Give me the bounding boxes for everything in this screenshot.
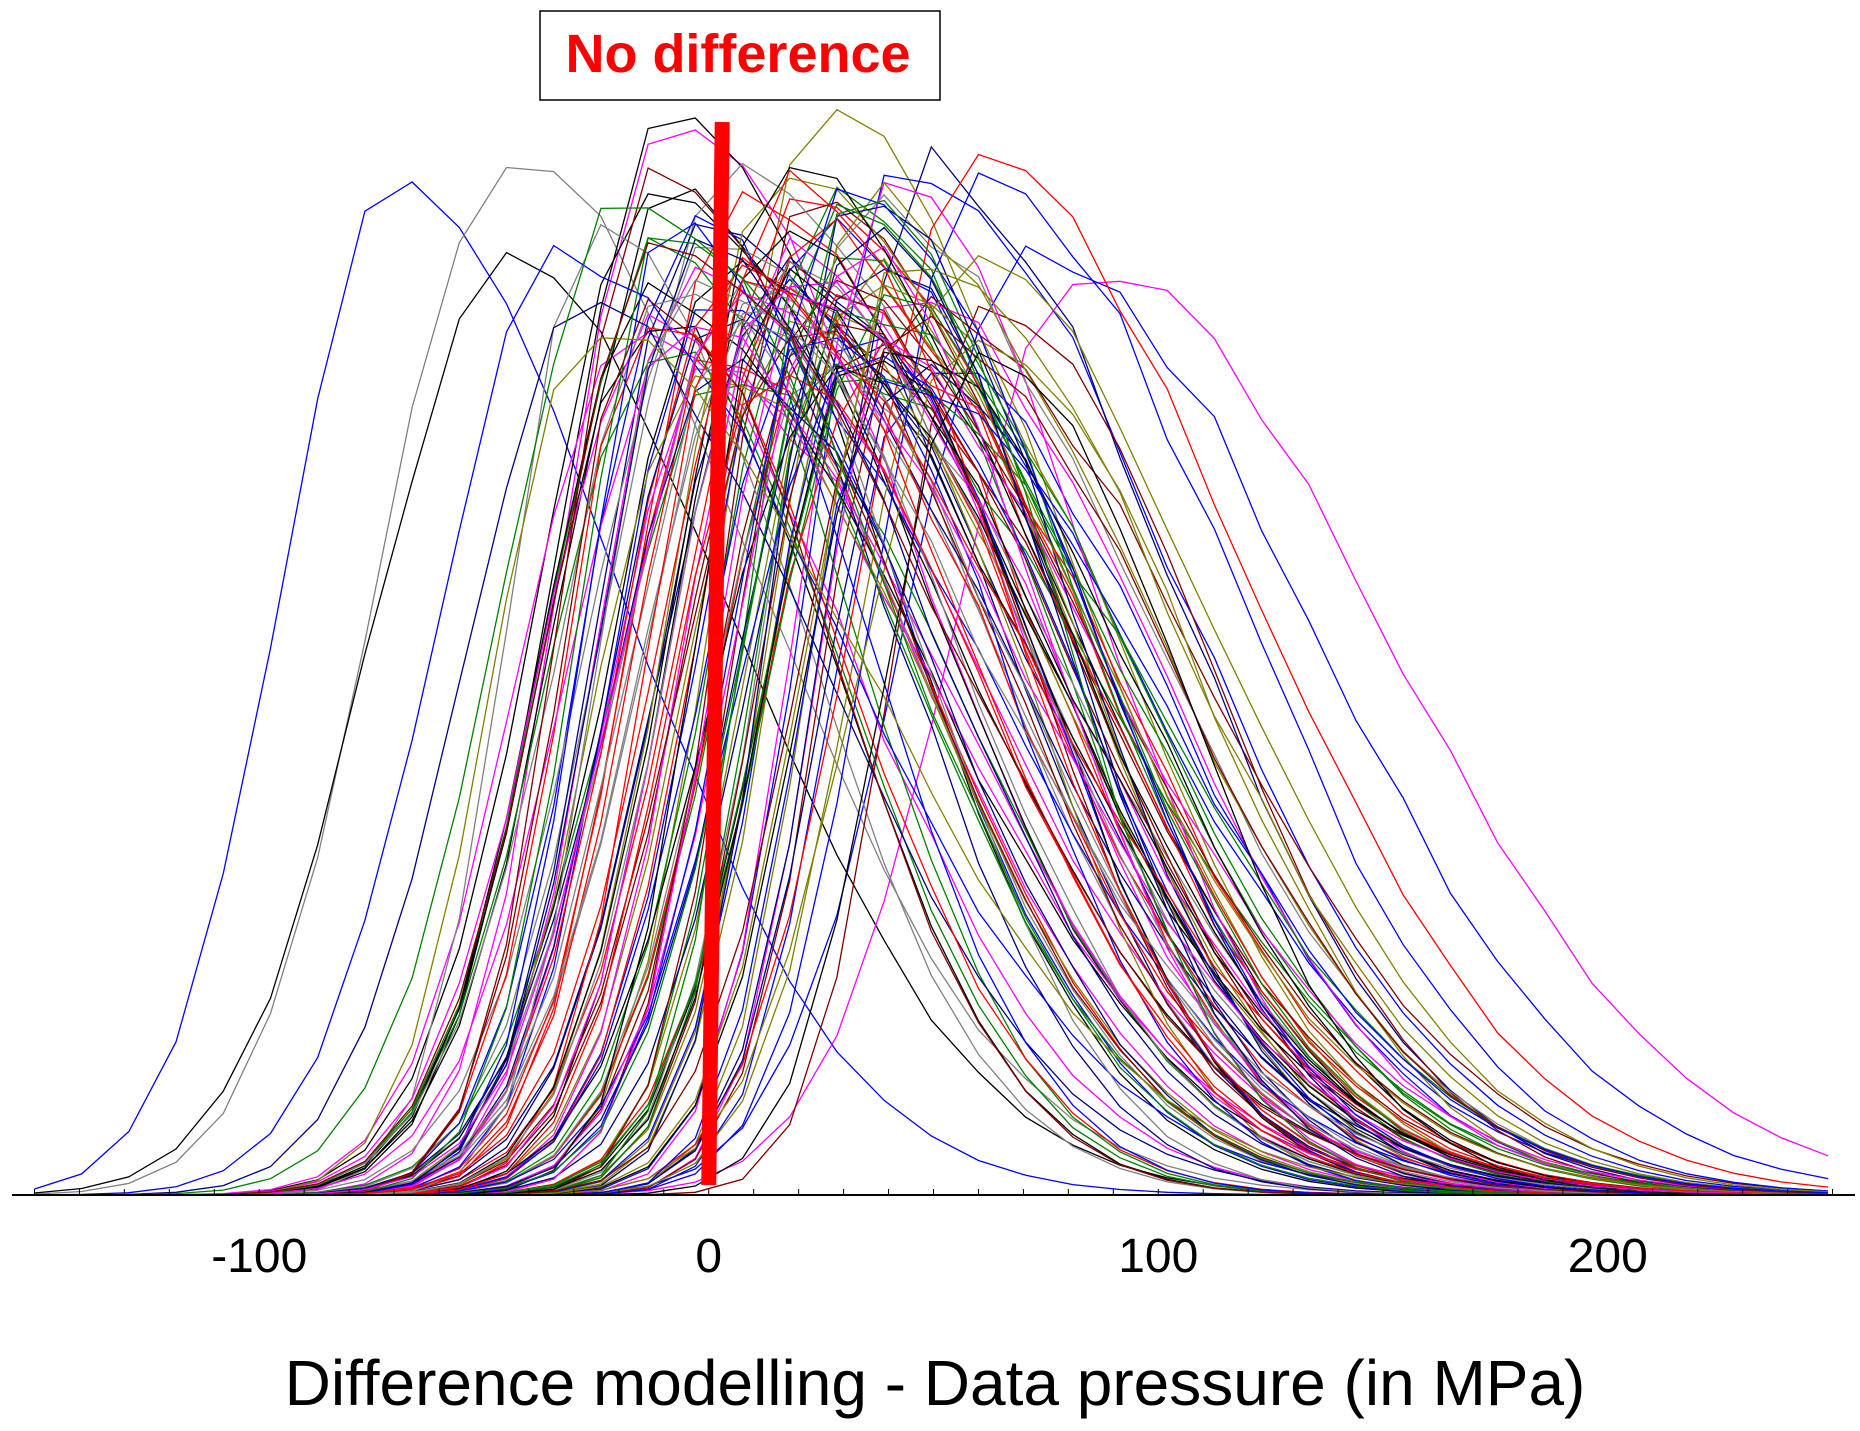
- x-axis-tick-labels: -100 0 100 200: [211, 1230, 1648, 1283]
- curve-98: [34, 298, 1828, 1196]
- curve-86: [34, 281, 1829, 1196]
- curve-75: [34, 377, 1829, 1196]
- curve-84: [34, 203, 1829, 1196]
- curve-107: [34, 242, 1829, 1196]
- curve-54: [34, 318, 1828, 1196]
- curve-16: [34, 320, 1829, 1196]
- curve-100: [34, 379, 1829, 1196]
- curve-87: [34, 306, 1829, 1196]
- x-tick-label: -100: [211, 1230, 307, 1283]
- curve-55: [34, 337, 1828, 1196]
- curve-44: [34, 305, 1829, 1196]
- curve-olive-peak: [34, 108, 1829, 1196]
- x-tick-label: 200: [1568, 1230, 1648, 1283]
- no-difference-annotation: No difference: [539, 10, 941, 101]
- curve-58: [34, 281, 1828, 1196]
- curve-5: [34, 331, 1828, 1196]
- curve-78: [34, 320, 1828, 1196]
- curve-104: [34, 291, 1829, 1196]
- curve-24: [34, 162, 1829, 1196]
- curve-35: [34, 295, 1829, 1196]
- distribution-curves: [34, 108, 1829, 1196]
- curve-68: [34, 292, 1829, 1196]
- curve-102: [34, 207, 1828, 1196]
- x-axis-title: Difference modelling - Data pressure (in…: [285, 1347, 1586, 1419]
- curve-62: [34, 330, 1828, 1196]
- curve-28: [34, 214, 1828, 1196]
- curve-77: [34, 326, 1829, 1196]
- curve-29: [34, 358, 1828, 1196]
- curve-106: [34, 337, 1829, 1196]
- x-tick-label: 0: [695, 1230, 722, 1283]
- no-difference-line: [701, 121, 730, 1186]
- x-axis-minor-ticks: [33, 1189, 1834, 1195]
- curve-57: [34, 294, 1829, 1196]
- curve-69: [34, 246, 1828, 1196]
- curve-12: [34, 384, 1828, 1196]
- curve-11: [34, 293, 1828, 1196]
- curve-70: [34, 339, 1829, 1196]
- x-tick-label: 100: [1118, 1230, 1198, 1283]
- annotation-label: No difference: [565, 24, 910, 84]
- curve-90: [34, 358, 1828, 1196]
- annotation-box: [539, 10, 941, 101]
- curve-81: [34, 205, 1828, 1196]
- curve-60: [34, 293, 1828, 1196]
- curve-38: [34, 217, 1829, 1196]
- curve-73: [34, 337, 1828, 1196]
- curve-23: [34, 368, 1828, 1196]
